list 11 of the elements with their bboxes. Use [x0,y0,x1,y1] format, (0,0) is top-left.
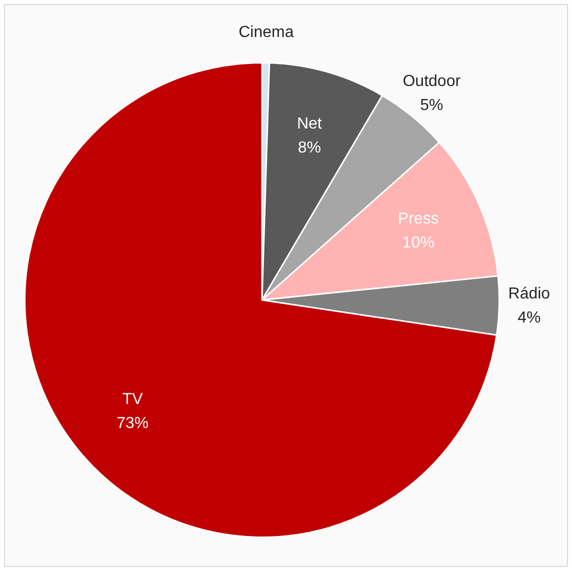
slice-label: Net [296,115,322,132]
data-label: 4% [518,310,541,327]
data-label: 10% [402,234,434,252]
data-label: 73% [116,414,149,432]
data-label: 5% [420,96,444,114]
slice-label: TV [122,390,144,408]
slice-label: Rádio [508,286,550,303]
data-label: 8% [298,139,321,156]
slice-label: Press [398,210,439,228]
slice-label: Cinema [238,24,294,42]
slice-label: Outdoor [402,72,462,90]
